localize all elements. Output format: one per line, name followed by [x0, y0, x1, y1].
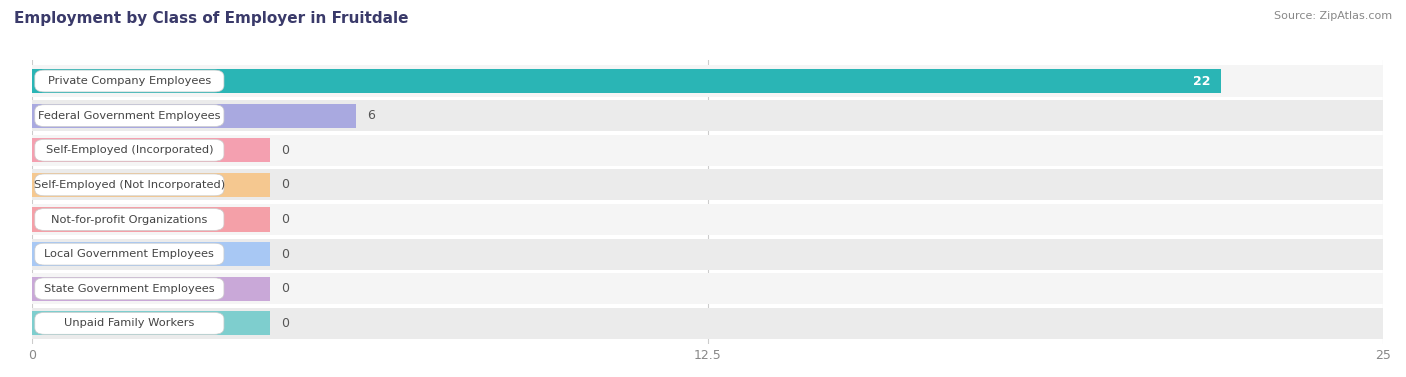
Text: 0: 0	[281, 144, 288, 157]
Text: 0: 0	[281, 248, 288, 261]
FancyBboxPatch shape	[35, 243, 224, 265]
FancyBboxPatch shape	[35, 313, 224, 334]
Bar	[32, 173, 270, 197]
Bar	[32, 273, 1384, 304]
Bar	[32, 66, 1384, 97]
Bar	[32, 239, 1384, 270]
FancyBboxPatch shape	[35, 70, 224, 92]
Bar	[32, 138, 270, 162]
FancyBboxPatch shape	[35, 278, 224, 300]
FancyBboxPatch shape	[35, 105, 224, 127]
Text: State Government Employees: State Government Employees	[44, 284, 215, 294]
Text: 0: 0	[281, 178, 288, 192]
FancyBboxPatch shape	[35, 208, 224, 230]
Text: Unpaid Family Workers: Unpaid Family Workers	[65, 318, 194, 328]
Bar	[32, 308, 1384, 339]
Text: Not-for-profit Organizations: Not-for-profit Organizations	[51, 215, 208, 224]
Text: Local Government Employees: Local Government Employees	[45, 249, 214, 259]
Text: Private Company Employees: Private Company Employees	[48, 76, 211, 86]
FancyBboxPatch shape	[35, 139, 224, 161]
Text: 0: 0	[281, 282, 288, 295]
Bar	[32, 169, 1384, 201]
Text: Self-Employed (Not Incorporated): Self-Employed (Not Incorporated)	[34, 180, 225, 190]
Bar	[32, 100, 1384, 131]
Bar	[32, 135, 1384, 166]
Text: Source: ZipAtlas.com: Source: ZipAtlas.com	[1274, 11, 1392, 21]
FancyBboxPatch shape	[35, 174, 224, 196]
Text: 22: 22	[1192, 75, 1211, 87]
Text: 6: 6	[367, 109, 375, 122]
Bar	[32, 311, 270, 336]
Bar	[32, 242, 270, 266]
Bar	[32, 204, 1384, 235]
Text: 0: 0	[281, 213, 288, 226]
Text: Federal Government Employees: Federal Government Employees	[38, 110, 221, 121]
Bar	[32, 207, 270, 231]
Text: 0: 0	[281, 317, 288, 330]
Text: Self-Employed (Incorporated): Self-Employed (Incorporated)	[45, 145, 214, 155]
Bar	[32, 277, 270, 301]
Text: Employment by Class of Employer in Fruitdale: Employment by Class of Employer in Fruit…	[14, 11, 409, 26]
Bar	[32, 69, 1220, 93]
Bar	[32, 104, 356, 128]
